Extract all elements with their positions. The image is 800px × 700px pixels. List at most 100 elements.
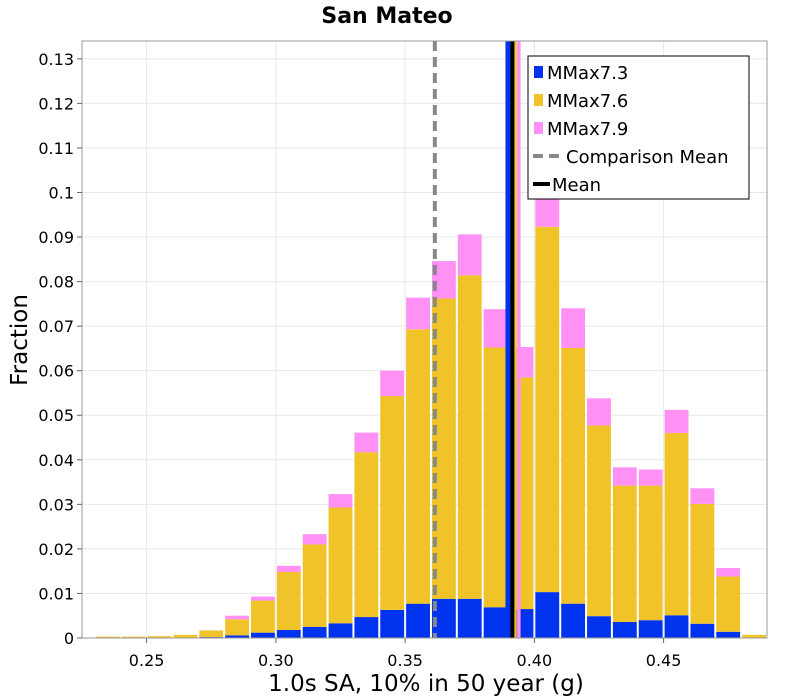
bar-mmax7-9-bin-12 bbox=[406, 297, 430, 330]
bar-mmax7-6-bin-11 bbox=[380, 396, 405, 610]
bar-mmax7-6-bin-1 bbox=[121, 636, 146, 638]
bar-mmax7-9-bin-15 bbox=[483, 309, 508, 348]
y-tick-label: 0.06 bbox=[38, 362, 74, 381]
x-axis-ticks: 0.25 0.30 0.35 0.40 0.45 bbox=[129, 638, 682, 670]
bar-mmax7-9-bin-11 bbox=[380, 370, 405, 397]
y-tick-label: 0.07 bbox=[38, 317, 74, 336]
y-tick-label: 0.1 bbox=[49, 183, 74, 202]
y-tick-label: 0.04 bbox=[38, 451, 74, 470]
bar-mmax7-6-bin-0 bbox=[95, 636, 120, 638]
mean-lines bbox=[432, 41, 521, 638]
bar-mmax7-9-bin-9 bbox=[328, 494, 353, 508]
bar-mmax7-3-bin-13 bbox=[431, 598, 456, 638]
bar-mmax7-6-bin-18 bbox=[561, 347, 586, 604]
bar-mmax7-9-bin-21 bbox=[638, 469, 663, 486]
bar-mmax7-6-bin-7 bbox=[276, 572, 301, 630]
y-axis-title: Fraction bbox=[7, 294, 33, 386]
bar-mmax7-3-bin-7 bbox=[276, 629, 301, 638]
bar-mmax7-3-bin-23 bbox=[690, 623, 715, 638]
bar-mmax7-6-bin-19 bbox=[587, 425, 611, 617]
bar-mmax7-9-bin-7 bbox=[276, 565, 301, 573]
bar-mmax7-6-bin-21 bbox=[638, 485, 663, 621]
y-tick-label: 0.13 bbox=[38, 50, 74, 69]
bar-mmax7-9-bin-14 bbox=[457, 234, 482, 276]
bar-mmax7-9-bin-22 bbox=[664, 409, 689, 434]
bar-mmax7-3-bin-20 bbox=[612, 621, 637, 638]
y-tick-label: 0.05 bbox=[38, 406, 74, 425]
bar-mmax7-6-bin-3 bbox=[173, 634, 198, 638]
bar-mmax7-6-bin-22 bbox=[664, 433, 689, 616]
bars bbox=[95, 188, 766, 638]
bar-mmax7-3-bin-15 bbox=[483, 607, 508, 638]
legend-box bbox=[527, 55, 750, 200]
bar-mmax7-6-bin-6 bbox=[251, 600, 275, 633]
bar-mmax7-9-bin-10 bbox=[354, 432, 379, 453]
x-tick-label: 0.35 bbox=[387, 651, 423, 670]
x-tick-label: 0.30 bbox=[258, 651, 294, 670]
bar-mmax7-6-bin-9 bbox=[328, 507, 353, 624]
plot-frame bbox=[81, 40, 768, 639]
x-tick-label: 0.45 bbox=[646, 651, 682, 670]
bar-mmax7-3-bin-14 bbox=[457, 598, 482, 638]
bar-mmax7-6-bin-2 bbox=[147, 636, 172, 638]
bar-mmax7-3-bin-11 bbox=[380, 609, 405, 638]
bar-mmax7-3-bin-8 bbox=[302, 626, 327, 638]
x-tick-label: 0.40 bbox=[517, 651, 553, 670]
bar-mmax7-6-bin-5 bbox=[225, 619, 250, 636]
bar-mmax7-9-bin-24 bbox=[716, 568, 741, 577]
y-tick-label: 0.12 bbox=[38, 94, 74, 113]
bar-mmax7-6-bin-24 bbox=[716, 576, 741, 632]
bar-mmax7-6-bin-12 bbox=[406, 329, 430, 604]
bar-mmax7-6-bin-15 bbox=[483, 347, 508, 608]
bar-mmax7-3-bin-22 bbox=[664, 615, 689, 638]
bar-mmax7-6-bin-14 bbox=[457, 275, 482, 599]
y-tick-label: 0.01 bbox=[38, 584, 74, 603]
bar-mmax7-3-bin-24 bbox=[716, 631, 741, 638]
bar-mmax7-6-bin-25 bbox=[742, 634, 766, 638]
x-axis-title: 1.0s SA, 10% in 50 year (g) bbox=[268, 671, 584, 697]
bar-mmax7-6-bin-20 bbox=[612, 485, 637, 622]
bar-mmax7-9-bin-19 bbox=[587, 398, 611, 426]
bar-mmax7-6-bin-4 bbox=[199, 630, 224, 638]
bar-mmax7-6-bin-17 bbox=[535, 226, 560, 593]
bar-mmax7-3-bin-18 bbox=[561, 603, 586, 638]
legend-label: Mean bbox=[552, 175, 601, 196]
y-tick-label: 0.03 bbox=[38, 495, 74, 514]
chart-title: San Mateo bbox=[321, 4, 452, 29]
y-tick-label: 0 bbox=[64, 629, 74, 648]
bar-mmax7-6-bin-13 bbox=[431, 298, 456, 599]
bar-mmax7-3-bin-10 bbox=[354, 617, 379, 638]
legend-label: MMax7.6 bbox=[547, 91, 628, 112]
y-tick-label: 0.08 bbox=[38, 273, 74, 292]
bar-mmax7-9-bin-8 bbox=[302, 534, 327, 545]
bar-mmax7-9-bin-23 bbox=[690, 488, 715, 504]
bar-mmax7-9-bin-20 bbox=[612, 467, 637, 486]
bar-mmax7-3-bin-9 bbox=[328, 623, 353, 638]
legend-label: MMax7.9 bbox=[547, 119, 628, 140]
legend-swatch bbox=[534, 94, 543, 106]
legend-label: Comparison Mean bbox=[566, 147, 729, 168]
bar-mmax7-6-bin-8 bbox=[302, 544, 327, 627]
legend-label: MMax7.3 bbox=[547, 63, 628, 84]
bar-mmax7-9-bin-6 bbox=[251, 596, 275, 601]
legend: MMax7.3 MMax7.6 MMax7.9 Comparison Mean Mean bbox=[527, 55, 750, 200]
bar-mmax7-3-bin-17 bbox=[535, 592, 560, 638]
bar-mmax7-3-bin-21 bbox=[638, 620, 663, 638]
bar-mmax7-3-bin-5 bbox=[225, 635, 250, 638]
legend-swatch bbox=[534, 66, 543, 78]
bar-mmax7-9-bin-13 bbox=[431, 261, 456, 299]
bar-mmax7-6-bin-10 bbox=[354, 452, 379, 618]
y-tick-label: 0.02 bbox=[38, 540, 74, 559]
bar-mmax7-3-bin-6 bbox=[251, 632, 275, 638]
bar-mmax7-3-bin-12 bbox=[406, 603, 430, 638]
bar-mmax7-3-bin-19 bbox=[587, 616, 611, 638]
bar-mmax7-6-bin-23 bbox=[690, 503, 715, 624]
legend-swatch bbox=[534, 122, 543, 134]
y-axis-ticks: 0 0.01 0.02 0.03 0.04 0.05 0.06 0.07 0.08 0.09 0.1… bbox=[38, 50, 82, 648]
bar-mmax7-9-bin-5 bbox=[225, 615, 250, 620]
bar-mmax7-9-bin-18 bbox=[561, 308, 586, 348]
x-tick-label: 0.25 bbox=[129, 651, 165, 670]
y-tick-label: 0.11 bbox=[38, 139, 74, 158]
y-tick-label: 0.09 bbox=[38, 228, 74, 247]
